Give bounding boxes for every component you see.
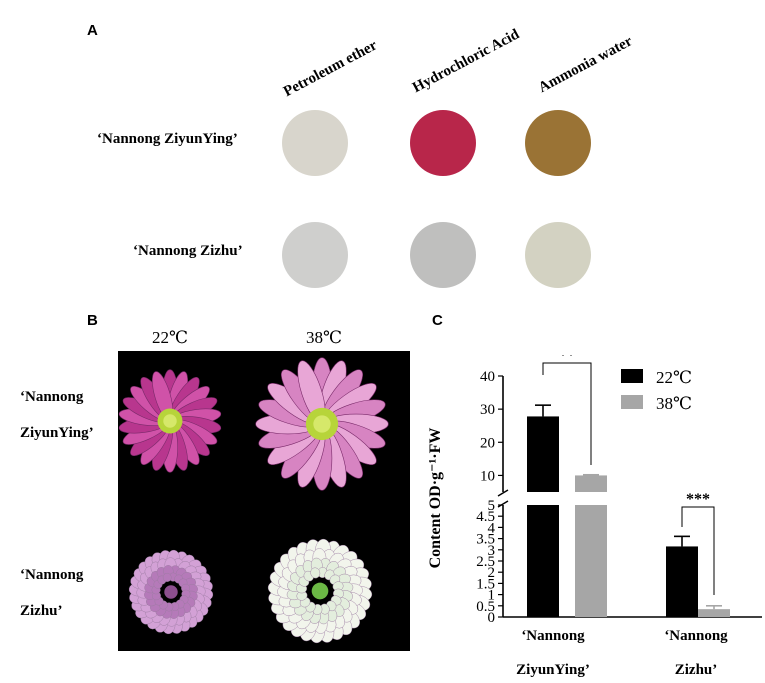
axis-break-mark — [497, 489, 509, 497]
bar-chart: 00.511.522.533.544.55 10 20 30 40 Content OD·… — [427, 355, 762, 678]
significance-bracket — [542, 362, 592, 465]
y-tick-label: 3 — [488, 543, 496, 559]
treatment-label-ammonia-water: Ammonia water — [536, 33, 636, 97]
y-tick-label: 5 — [488, 498, 496, 514]
panel-b-cultivar-zizhu-line2: Zizhu’ — [20, 603, 63, 619]
y-tick-label: 20 — [480, 435, 495, 451]
y-tick-label: 1 — [488, 588, 496, 604]
y-tick-label: 4 — [488, 520, 496, 536]
significance-bracket — [681, 506, 715, 595]
extract-circle-ziyunying-petroleum-ether — [282, 110, 348, 176]
y-tick-label: 4.5 — [476, 509, 495, 525]
extract-circle-zizhu-ammonia-water — [525, 222, 591, 288]
treatment-label-petroleum-ether: Petroleum ether — [281, 37, 380, 101]
legend-swatch — [621, 369, 643, 383]
white-pompon-flower-icon — [267, 538, 373, 644]
y-tick-label: 30 — [480, 402, 495, 418]
y-tick-label: 40 — [480, 369, 495, 385]
temp-label-38: 38℃ — [306, 328, 343, 347]
y-tick-label: 2 — [488, 565, 496, 581]
x-category-label: ZiyunYing’ — [516, 662, 590, 678]
extract-circle-zizhu-hydrochloric-acid — [410, 222, 476, 288]
x-category-label: ‘Nannong — [664, 628, 728, 644]
pink-daisy-flower-icon — [118, 369, 222, 473]
bar — [698, 609, 730, 617]
cultivar-label-zizhu: ‘Nannong Zizhu’ — [133, 243, 243, 259]
extract-circle-ziyunying-ammonia-water — [525, 110, 591, 176]
y-tick-label: 3.5 — [476, 532, 495, 548]
bar — [527, 505, 559, 617]
x-category-label: ‘Nannong — [521, 628, 585, 644]
x-category-label: Zizhu’ — [675, 662, 718, 678]
axis-break-mark — [497, 500, 509, 508]
y-tick-label: 0 — [488, 610, 496, 626]
panel-a-letter: A — [87, 22, 98, 39]
temp-label-22: 22℃ — [152, 328, 189, 347]
extract-circle-ziyunying-hydrochloric-acid — [410, 110, 476, 176]
legend-label: 38℃ — [656, 394, 692, 413]
extract-circle-zizhu-petroleum-ether — [282, 222, 348, 288]
panel-b-cultivar-ziyunying-line1: ‘Nannong — [20, 389, 84, 405]
significance-label: ** — [559, 355, 575, 364]
flower-photos — [118, 357, 389, 644]
significance-label: *** — [686, 491, 710, 508]
bar — [575, 475, 607, 492]
panel-b-cultivar-ziyunying-line2: ZiyunYing’ — [20, 425, 94, 441]
panel-c-letter: C — [432, 312, 443, 329]
legend-label: 22℃ — [656, 368, 692, 387]
panel-b-cultivar-zizhu-line1: ‘Nannong — [20, 567, 84, 583]
flower-photo-panel — [118, 351, 410, 651]
bar — [527, 416, 559, 492]
y-axis-label: Content OD·g⁻¹·FW — [427, 428, 444, 569]
cultivar-label-ziyunying: ‘Nannong ZiyunYing’ — [97, 131, 238, 147]
y-tick-label: 0.5 — [476, 599, 495, 615]
bar — [666, 546, 698, 617]
y-tick-label: 2.5 — [476, 554, 495, 570]
panel-b-letter: B — [87, 312, 98, 329]
legend-swatch — [621, 395, 643, 409]
y-tick-label: 10 — [480, 468, 495, 484]
bar — [575, 505, 607, 617]
pink-daisy-flower-icon — [255, 357, 389, 491]
treatment-label-hydrochloric-acid: Hydrochloric Acid — [410, 26, 523, 97]
y-tick-label: 1.5 — [476, 576, 495, 592]
white-pompon-flower-icon — [128, 549, 214, 635]
